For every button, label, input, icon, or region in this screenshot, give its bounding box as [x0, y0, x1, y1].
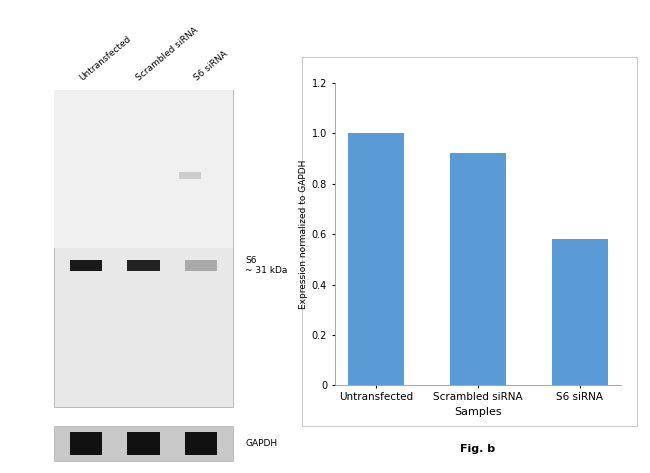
Text: S6 siRNA: S6 siRNA [192, 50, 229, 83]
Bar [450, 153, 506, 385]
Bar [54, 90, 233, 407]
Bar [348, 133, 404, 385]
Y-axis label: Expression normalized to GAPDH: Expression normalized to GAPDH [298, 159, 307, 309]
Bar [185, 432, 217, 455]
Bar [127, 432, 160, 455]
Text: Scrambled siRNA: Scrambled siRNA [135, 26, 200, 83]
Bar [552, 239, 608, 385]
Text: Fig. b: Fig. b [460, 444, 495, 454]
Text: Untransfected: Untransfected [77, 35, 133, 83]
Bar [179, 172, 201, 179]
Bar [70, 260, 102, 271]
Bar [185, 260, 217, 271]
Bar [127, 260, 160, 271]
X-axis label: Samples: Samples [454, 407, 502, 417]
Text: S6
~ 31 kDa: S6 ~ 31 kDa [245, 256, 287, 275]
Bar [54, 90, 233, 248]
Text: GAPDH: GAPDH [245, 439, 278, 448]
Bar [54, 426, 233, 461]
Bar [70, 432, 102, 455]
